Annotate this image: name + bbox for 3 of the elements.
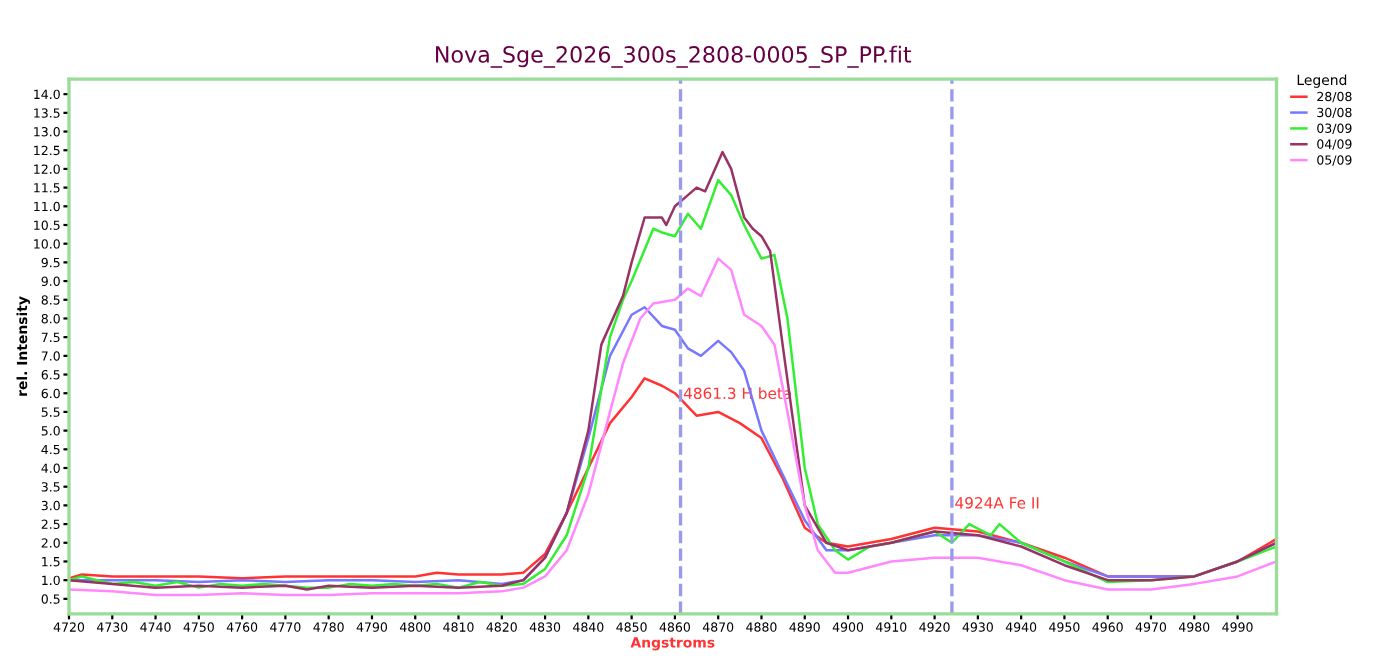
line-series	[69, 377, 1277, 580]
line-series	[69, 257, 1277, 597]
chart-title: Nova_Sge_2026_300s_2808-0005_SP_PP.fit	[436, 45, 912, 68]
